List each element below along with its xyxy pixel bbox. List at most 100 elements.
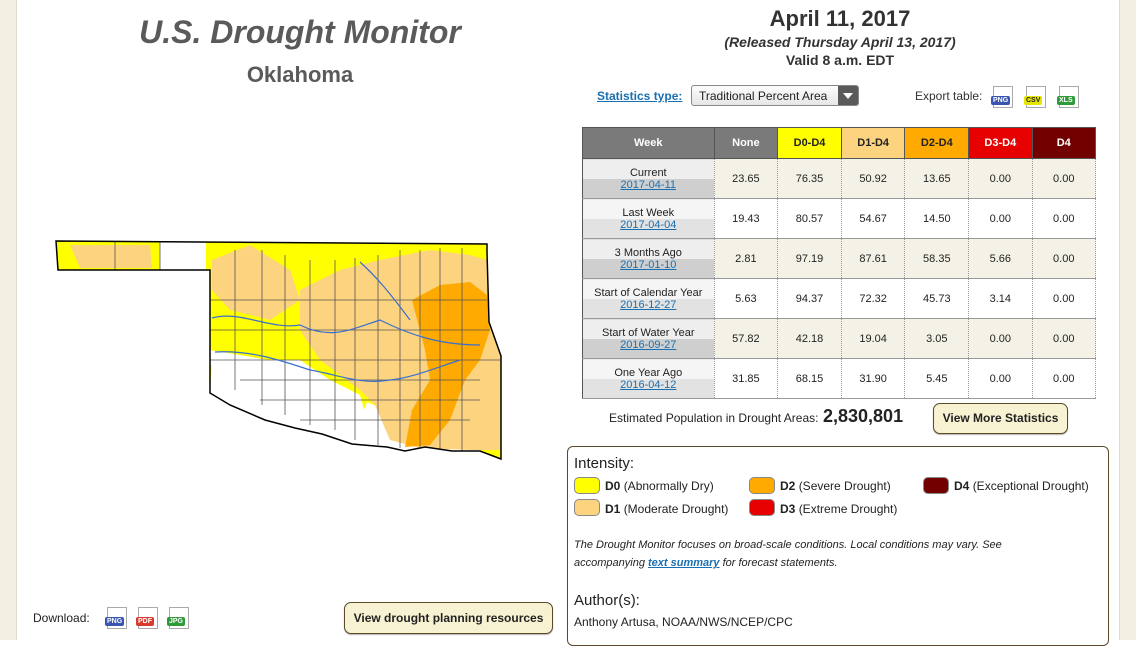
legend-item-d4: D4 (Exceptional Drought) xyxy=(954,479,1089,493)
value-d2-d4: 13.65 xyxy=(904,158,970,199)
d2-swatch xyxy=(749,477,775,494)
table-row-start-water-year: Start of Water Year 2016-09-27 57.82 42.1… xyxy=(582,318,1097,359)
intensity-title: Intensity: xyxy=(574,455,635,472)
week-date-link[interactable]: 2017-04-04 xyxy=(620,218,677,231)
value-d1-d4: 19.04 xyxy=(840,318,906,359)
legend-item-d3: D3 (Extreme Drought) xyxy=(780,502,898,516)
value-d0-d4: 94.37 xyxy=(777,278,842,319)
view-more-statistics-button[interactable]: View More Statistics xyxy=(933,403,1068,434)
value-d3-d4: 0.00 xyxy=(968,158,1033,199)
drought-statistics-table: Week None D0-D4 D1-D4 D2-D4 D3-D4 D4 Cur… xyxy=(582,127,1097,399)
value-none: 5.63 xyxy=(713,278,779,319)
download-jpg-icon[interactable]: JPG xyxy=(167,607,189,629)
week-date-link[interactable]: 2016-12-27 xyxy=(620,298,677,311)
authors-title: Author(s): xyxy=(574,592,640,609)
value-d0-d4: 97.19 xyxy=(777,238,842,279)
header-d2-d4: D2-D4 xyxy=(904,127,970,159)
header-d3-d4: D3-D4 xyxy=(968,127,1033,159)
week-date-link[interactable]: 2017-01-10 xyxy=(620,258,677,271)
week-label: Last Week xyxy=(622,206,675,219)
export-table-label: Export table: xyxy=(915,89,983,103)
value-d3-d4: 0.00 xyxy=(968,198,1033,239)
value-d1-d4: 31.90 xyxy=(840,358,906,399)
value-d3-d4: 0.00 xyxy=(968,358,1033,399)
legend-item-d2: D2 (Severe Drought) xyxy=(780,479,891,493)
week-label: 3 Months Ago xyxy=(614,246,682,259)
export-xls-icon[interactable]: XLS xyxy=(1057,86,1079,108)
disclaimer-note: The Drought Monitor focuses on broad-sca… xyxy=(574,539,1002,569)
oklahoma-drought-map[interactable] xyxy=(54,238,504,462)
table-row-current: Current 2017-04-11 23.65 76.35 50.92 13.6… xyxy=(582,158,1097,199)
value-d0-d4: 76.35 xyxy=(777,158,842,199)
download-label: Download: xyxy=(33,611,90,625)
state-outline xyxy=(55,240,502,461)
value-d2-d4: 58.35 xyxy=(904,238,970,279)
header-d4: D4 xyxy=(1031,127,1097,159)
export-png-icon[interactable]: PNG xyxy=(991,86,1013,108)
value-d4: 0.00 xyxy=(1031,318,1097,359)
week-label: Start of Calendar Year xyxy=(594,286,703,299)
value-d4: 0.00 xyxy=(1031,158,1097,199)
week-date-link[interactable]: 2016-04-12 xyxy=(620,378,677,391)
value-none: 57.82 xyxy=(713,318,779,359)
header-d1-d4: D1-D4 xyxy=(840,127,906,159)
week-cell: 3 Months Ago 2017-01-10 xyxy=(582,238,715,279)
value-d0-d4: 42.18 xyxy=(777,318,842,359)
d4-swatch xyxy=(923,477,949,494)
value-none: 23.65 xyxy=(713,158,779,199)
d0-swatch xyxy=(574,477,600,494)
download-png-icon[interactable]: PNG xyxy=(105,607,127,629)
week-cell: Current 2017-04-11 xyxy=(582,158,715,199)
value-d4: 0.00 xyxy=(1031,198,1097,239)
table-header-row: Week None D0-D4 D1-D4 D2-D4 D3-D4 D4 xyxy=(582,127,1097,159)
population-label: Estimated Population in Drought Areas: xyxy=(609,411,819,425)
week-date-link[interactable]: 2016-09-27 xyxy=(620,338,677,351)
d1-northwest xyxy=(212,245,300,320)
valid-time: Valid 8 a.m. EDT xyxy=(785,52,895,68)
value-none: 31.85 xyxy=(713,358,779,399)
release-date: (Released Thursday April 13, 2017) xyxy=(724,34,956,50)
value-d0-d4: 80.57 xyxy=(777,198,842,239)
value-d4: 0.00 xyxy=(1031,278,1097,319)
value-d2-d4: 45.73 xyxy=(904,278,970,319)
week-label: Start of Water Year xyxy=(602,326,695,339)
value-d1-d4: 72.32 xyxy=(840,278,906,319)
text-summary-link[interactable]: text summary xyxy=(648,557,720,569)
legend-item-d0: D0 (Abnormally Dry) xyxy=(605,479,714,493)
value-d1-d4: 87.61 xyxy=(840,238,906,279)
value-none: 19.43 xyxy=(713,198,779,239)
week-cell: One Year Ago 2016-04-12 xyxy=(582,358,715,399)
chevron-down-icon[interactable] xyxy=(838,86,858,105)
table-row-last-week: Last Week 2017-04-04 19.43 80.57 54.67 14… xyxy=(582,198,1097,239)
value-d1-d4: 54.67 xyxy=(840,198,906,239)
d3-swatch xyxy=(749,499,775,516)
d1-panhandle xyxy=(70,245,152,268)
download-pdf-icon[interactable]: PDF xyxy=(136,607,158,629)
week-cell: Last Week 2017-04-04 xyxy=(582,198,715,239)
header-none: None xyxy=(713,127,779,159)
statistics-type-select[interactable]: Traditional Percent Area xyxy=(691,85,859,106)
value-d2-d4: 14.50 xyxy=(904,198,970,239)
d1-swatch xyxy=(574,499,600,516)
value-d4: 0.00 xyxy=(1031,358,1097,399)
value-d0-d4: 68.15 xyxy=(777,358,842,399)
page-title: U.S. Drought Monitor xyxy=(139,14,461,50)
statistics-type-label[interactable]: Statistics type: xyxy=(597,89,683,103)
value-d3-d4: 5.66 xyxy=(968,238,1033,279)
value-d3-d4: 3.14 xyxy=(968,278,1033,319)
value-none: 2.81 xyxy=(713,238,779,279)
value-d3-d4: 0.00 xyxy=(968,318,1033,359)
statistics-type-value: Traditional Percent Area xyxy=(699,89,828,103)
view-drought-planning-button[interactable]: View drought planning resources xyxy=(344,602,553,634)
export-csv-icon[interactable]: CSV xyxy=(1024,86,1046,108)
no-drought-panhandle xyxy=(160,241,206,270)
header-d0-d4: D0-D4 xyxy=(777,127,842,159)
week-label: One Year Ago xyxy=(614,366,683,379)
population-value: 2,830,801 xyxy=(823,406,904,426)
rivers xyxy=(211,261,481,382)
week-cell: Start of Calendar Year 2016-12-27 xyxy=(582,278,715,319)
week-date-link[interactable]: 2017-04-11 xyxy=(620,178,676,191)
table-row-start-calendar-year: Start of Calendar Year 2016-12-27 5.63 94… xyxy=(582,278,1097,319)
table-row-one-year-ago: One Year Ago 2016-04-12 31.85 68.15 31.90… xyxy=(582,358,1097,399)
value-d2-d4: 3.05 xyxy=(904,318,970,359)
